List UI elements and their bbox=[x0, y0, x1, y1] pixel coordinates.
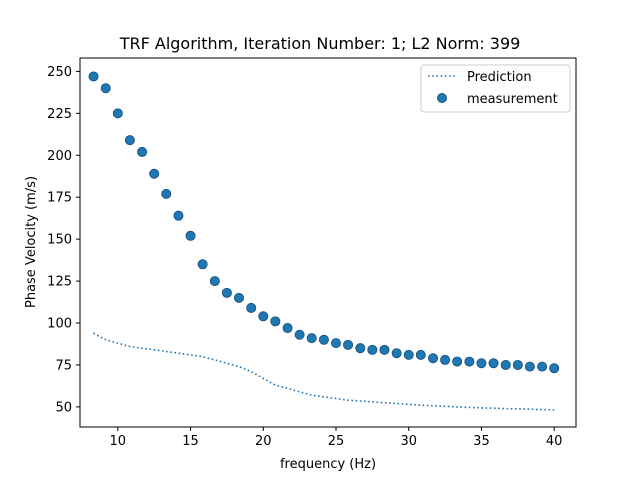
measurement-point bbox=[294, 329, 305, 340]
measurement-point bbox=[173, 210, 184, 221]
legend-box bbox=[420, 64, 571, 113]
measurement-point bbox=[233, 292, 244, 303]
y-tick-label: 100 bbox=[47, 317, 72, 332]
x-tick-label: 35 bbox=[473, 434, 490, 449]
measurement-point bbox=[306, 333, 317, 344]
measurement-point bbox=[88, 71, 99, 82]
axes-frame bbox=[79, 57, 577, 428]
chart-title: TRF Algorithm, Iteration Number: 1; L2 N… bbox=[119, 34, 521, 53]
measurement-point bbox=[452, 356, 463, 367]
legend: Prediction measurement bbox=[420, 64, 571, 113]
plot-area bbox=[88, 71, 560, 411]
legend-measurement-swatch bbox=[436, 93, 447, 104]
prediction-line bbox=[93, 332, 555, 411]
y-tick-label: 150 bbox=[47, 233, 72, 248]
x-axis-label: frequency (Hz) bbox=[280, 457, 376, 472]
measurement-point bbox=[343, 339, 354, 350]
measurement-point bbox=[440, 354, 451, 365]
measurement-point bbox=[549, 363, 560, 374]
x-axis: 10 15 20 25 30 35 40 bbox=[110, 427, 563, 449]
legend-measurement-label: measurement bbox=[467, 92, 558, 107]
y-tick-label: 50 bbox=[55, 400, 72, 415]
measurement-point bbox=[488, 358, 499, 369]
measurement-point bbox=[524, 361, 535, 372]
measurement-point bbox=[197, 259, 208, 270]
y-tick-label: 200 bbox=[47, 149, 72, 164]
y-tick-label: 175 bbox=[47, 191, 72, 206]
measurement-point bbox=[149, 168, 160, 179]
x-tick-label: 25 bbox=[328, 434, 345, 449]
measurement-point bbox=[124, 135, 135, 146]
measurement-point bbox=[428, 353, 439, 364]
measurement-point bbox=[282, 323, 293, 334]
x-tick-label: 20 bbox=[255, 434, 272, 449]
measurement-point bbox=[403, 349, 414, 360]
measurement-point bbox=[112, 108, 123, 119]
measurement-point bbox=[476, 358, 487, 369]
measurement-point bbox=[379, 344, 390, 355]
y-tick-label: 250 bbox=[47, 65, 72, 80]
measurement-point bbox=[100, 83, 111, 94]
measurement-point bbox=[537, 361, 548, 372]
y-tick-label: 125 bbox=[47, 275, 72, 290]
measurement-point bbox=[185, 230, 196, 241]
measurement-point bbox=[246, 302, 257, 313]
measurement-point bbox=[161, 188, 172, 199]
y-tick-label: 75 bbox=[55, 358, 72, 373]
y-axis-label: Phase Velocity (m/s) bbox=[24, 176, 39, 308]
legend-prediction-label: Prediction bbox=[467, 70, 532, 85]
measurement-point bbox=[512, 359, 523, 370]
x-tick-label: 15 bbox=[182, 434, 199, 449]
measurement-point bbox=[367, 344, 378, 355]
measurement-point bbox=[464, 356, 475, 367]
measurement-point bbox=[500, 359, 511, 370]
measurement-point bbox=[330, 338, 341, 349]
measurement-point bbox=[415, 349, 426, 360]
x-tick-label: 30 bbox=[400, 434, 417, 449]
y-tick-label: 225 bbox=[47, 107, 72, 122]
measurement-point bbox=[270, 316, 281, 327]
measurement-point bbox=[221, 287, 232, 298]
x-tick-label: 10 bbox=[110, 434, 127, 449]
measurement-point bbox=[137, 146, 148, 157]
measurement-point bbox=[209, 276, 220, 287]
x-tick-label: 40 bbox=[546, 434, 563, 449]
y-axis: 50 75 100 125 150 175 200 225 250 bbox=[47, 65, 80, 415]
measurement-point bbox=[391, 348, 402, 359]
measurement-point bbox=[258, 311, 269, 322]
measurement-point bbox=[355, 343, 366, 354]
measurement-point bbox=[318, 334, 329, 345]
